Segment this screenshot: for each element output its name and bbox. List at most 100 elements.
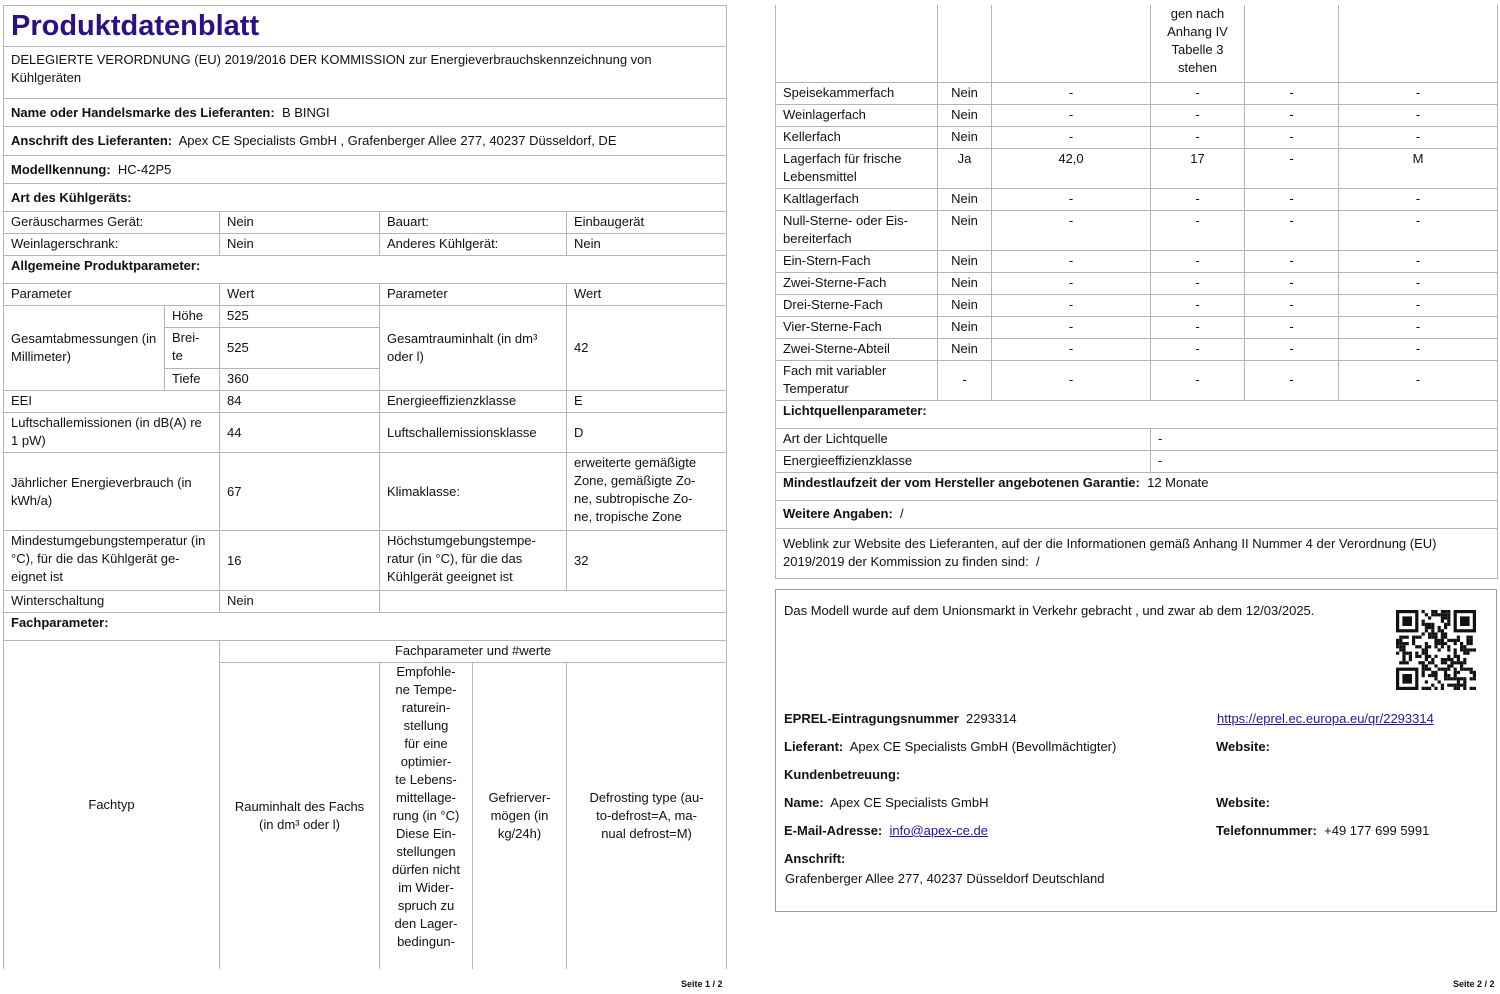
compartment-volume: - bbox=[991, 337, 1151, 361]
compartment-freeze: - bbox=[1244, 103, 1339, 127]
compartment-name: Weinlagerfach bbox=[775, 103, 938, 127]
depth-value: 360 bbox=[219, 368, 380, 391]
compartment-defrost: - bbox=[1338, 125, 1498, 149]
page-number: Seite 1 / 2 bbox=[681, 979, 723, 989]
compartment-volume: - bbox=[991, 293, 1151, 317]
climate-label: Klimaklasse: bbox=[379, 452, 567, 531]
compartment-temp: 17 bbox=[1150, 147, 1245, 189]
col-value: Wert bbox=[219, 283, 380, 306]
email-link[interactable]: info@apex-ce.de bbox=[889, 823, 988, 838]
supplier-address: Apex CE Specialists GmbH , Grafenberger … bbox=[178, 133, 617, 148]
warranty-value: 12 Monate bbox=[1147, 474, 1209, 490]
compartment-temp: - bbox=[1150, 249, 1245, 273]
width-label: Brei- te bbox=[164, 327, 220, 369]
compartment-name: Null-Sterne- oder Eis- bereiterfach bbox=[775, 209, 938, 251]
empty-cell bbox=[1244, 5, 1339, 83]
page-number: Seite 2 / 2 bbox=[1453, 979, 1495, 989]
compartment-temp: - bbox=[1150, 271, 1245, 295]
compartment-name: Ein-Stern-Fach bbox=[775, 249, 938, 273]
regulation-text: DELEGIERTE VERORDNUNG (EU) 2019/2016 DER… bbox=[2, 46, 728, 99]
compartment-present: Nein bbox=[937, 293, 992, 317]
type-label: Bauart: bbox=[379, 211, 567, 234]
compartment-defrost: - bbox=[1338, 315, 1498, 339]
compartment-row: Vier-Sterne-Fach Nein - - - - bbox=[775, 315, 1498, 339]
qr-code-icon[interactable] bbox=[1396, 610, 1476, 690]
registration-box: Das Modell wurde auf dem Unionsmarkt in … bbox=[775, 589, 1497, 912]
col-value: Wert bbox=[565, 283, 728, 306]
compartment-row: Kellerfach Nein - - - - bbox=[775, 125, 1498, 149]
max-temp-label: Höchstumgebungstempe- ratur (in °C), für… bbox=[379, 530, 567, 591]
compartment-defrost: - bbox=[1338, 187, 1498, 211]
supplier-name-label: Name oder Handelsmarke des Lieferanten: bbox=[11, 104, 275, 120]
compartment-defrost: - bbox=[1338, 249, 1498, 273]
more-info-row: Weitere Angaben: / bbox=[775, 499, 1498, 529]
volume-label: Gesamtrauminhalt (in dm³ oder l) bbox=[379, 305, 567, 391]
weblink-value: / bbox=[1035, 554, 1040, 569]
energy-value: 67 bbox=[219, 452, 380, 531]
compartment-row: Ein-Stern-Fach Nein - - - - bbox=[775, 249, 1498, 273]
compartment-volume: - bbox=[991, 81, 1151, 105]
eprel-link[interactable]: https://eprel.ec.europa.eu/qr/2293314 bbox=[1217, 711, 1434, 726]
compartment-present: Ja bbox=[937, 147, 992, 189]
min-temp-label: Mindestumgebungstemperatur (in °C), für … bbox=[3, 530, 220, 591]
compartment-row: Weinlagerfach Nein - - - - bbox=[775, 103, 1498, 127]
support-name-row: Name: Apex CE Specialists GmbH bbox=[784, 795, 989, 810]
general-heading: Allgemeine Produktparameter: bbox=[2, 255, 728, 284]
height-value: 525 bbox=[219, 305, 380, 328]
light-eec-label: Energieeffizienzklasse bbox=[775, 449, 1151, 473]
page-title: Produktdatenblatt bbox=[2, 5, 728, 47]
compartment-freeze: - bbox=[1244, 271, 1339, 295]
light-eec-value: - bbox=[1150, 449, 1498, 473]
compartment-row: Kaltlagerfach Nein - - - - bbox=[775, 187, 1498, 211]
compartment-volume: - bbox=[991, 187, 1151, 211]
type-label: Geräuscharmes Gerät: bbox=[3, 211, 220, 234]
supplier-name: B BINGI bbox=[281, 104, 330, 120]
supplier-label: Lieferant: bbox=[784, 739, 844, 754]
noise-class-value: D bbox=[565, 412, 728, 453]
compartment-freeze: - bbox=[1244, 315, 1339, 339]
compartment-row: Zwei-Sterne-Fach Nein - - - - bbox=[775, 271, 1498, 295]
model-id: HC-42P5 bbox=[117, 161, 172, 177]
eprel-label: EPREL-Eintragungsnummer bbox=[784, 711, 959, 726]
warranty-label: Mindestlaufzeit der vom Hersteller angeb… bbox=[783, 474, 1140, 490]
col-temp-continuation: gen nach Anhang IV Tabelle 3 stehen bbox=[1150, 5, 1245, 83]
width-value: 525 bbox=[219, 327, 380, 369]
phone-row: Telefonnummer: +49 177 699 5991 bbox=[1216, 823, 1429, 838]
climate-value: erweiterte gemäßigte Zone, gemäßigte Zo-… bbox=[565, 452, 728, 531]
compartment-present: Nein bbox=[937, 315, 992, 339]
name-label: Name: bbox=[784, 795, 824, 810]
compartment-volume: - bbox=[991, 271, 1151, 295]
address-label: Anschrift: bbox=[784, 851, 846, 866]
empty-cell bbox=[378, 590, 728, 613]
eec-label: Energieeffizienzklasse bbox=[379, 390, 567, 413]
noise-value: 44 bbox=[219, 412, 380, 453]
compartment-heading: Fachparameter: bbox=[2, 612, 728, 641]
empty-cell bbox=[775, 5, 938, 83]
website-label: Website: bbox=[1216, 795, 1270, 810]
compartment-name: Fach mit variabler Temperatur bbox=[775, 359, 938, 401]
compartment-row: Zwei-Sterne-Abteil Nein - - - - bbox=[775, 337, 1498, 361]
compartment-name: Lagerfach für frische Lebensmittel bbox=[775, 147, 938, 189]
compartment-temp: - bbox=[1150, 209, 1245, 251]
col-volume: Rauminhalt des Fachs (in dm³ oder l) bbox=[219, 662, 380, 969]
compartment-present: Nein bbox=[937, 187, 992, 211]
volume-value: 42 bbox=[565, 305, 728, 391]
compartment-volume: - bbox=[991, 125, 1151, 149]
compartment-present: Nein bbox=[937, 249, 992, 273]
compartment-freeze: - bbox=[1244, 293, 1339, 317]
compartment-present: Nein bbox=[937, 125, 992, 149]
empty-cell bbox=[991, 5, 1151, 83]
winter-value: Nein bbox=[219, 590, 380, 613]
compartment-row: Drei-Sterne-Fach Nein - - - - bbox=[775, 293, 1498, 317]
compartment-freeze: - bbox=[1244, 81, 1339, 105]
phone-value: +49 177 699 5991 bbox=[1324, 823, 1430, 838]
compartment-defrost: - bbox=[1338, 271, 1498, 295]
light-heading: Lichtquellenparameter: bbox=[775, 399, 1498, 429]
col-fachtyp: Fachtyp bbox=[3, 640, 220, 969]
support-label: Kundenbetreuung: bbox=[784, 767, 901, 782]
type-label: Weinlagerschrank: bbox=[3, 233, 220, 256]
warranty-row: Mindestlaufzeit der vom Hersteller angeb… bbox=[775, 471, 1498, 501]
col-temp: Empfohle- ne Tempe- raturein- stellung f… bbox=[379, 662, 473, 969]
compartment-freeze: - bbox=[1244, 337, 1339, 361]
compartment-defrost: - bbox=[1338, 103, 1498, 127]
